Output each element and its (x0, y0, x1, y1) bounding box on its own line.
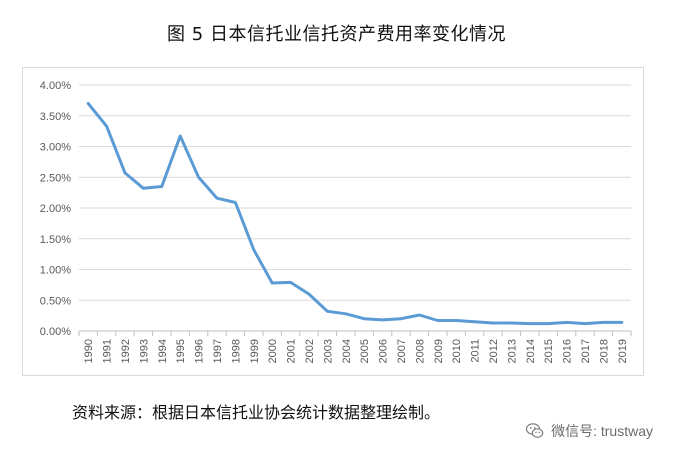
watermark: 微信号: trustway (525, 421, 653, 441)
x-tick-label: 1996 (194, 339, 206, 363)
data-point (124, 171, 127, 174)
data-point (105, 125, 108, 128)
x-tick-label: 1992 (120, 339, 132, 363)
data-point (197, 176, 200, 179)
x-tick-label: 2002 (304, 339, 316, 363)
x-tick-label: 2007 (396, 339, 408, 363)
data-point (142, 187, 145, 190)
y-tick-label: 4.00% (40, 80, 71, 92)
x-tick-label: 1993 (138, 339, 150, 363)
y-tick-label: 3.00% (40, 142, 71, 154)
x-tick-label: 2006 (378, 339, 390, 363)
watermark-text: 微信号: trustway (551, 423, 653, 439)
data-point (400, 317, 403, 320)
chart-title: 图 5 日本信托业信托资产费用率变化情况 (167, 24, 506, 45)
data-point (418, 314, 421, 317)
x-tick-label: 2000 (267, 339, 279, 363)
x-tick-label: 2011 (470, 339, 482, 363)
data-point (528, 322, 531, 325)
data-point (565, 321, 568, 324)
data-point (436, 319, 439, 322)
data-point (87, 102, 90, 105)
x-tick-label: 1990 (83, 339, 95, 363)
data-point (473, 320, 476, 323)
x-tick-label: 2019 (617, 339, 629, 363)
chart-frame: 0.00% 0.50% 1.00% 1.50% 2.00% 2.50% 3.00% 3.50%… (22, 67, 644, 376)
x-tick-label: 1997 (212, 339, 224, 363)
y-tick-label: 0.50% (40, 295, 71, 307)
x-tick-label: 2008 (414, 339, 426, 363)
wechat-icon (525, 421, 545, 441)
x-tick-label: 2017 (580, 339, 592, 363)
y-tick-label: 2.50% (40, 172, 71, 184)
x-tick-label: 2005 (359, 339, 371, 363)
data-point (160, 185, 163, 188)
data-point (620, 321, 623, 324)
data-point (584, 322, 587, 325)
x-tick-label: 2013 (506, 339, 518, 363)
x-tick-label: 2016 (562, 339, 574, 363)
line-chart: 0.00% 0.50% 1.00% 1.50% 2.00% 2.50% 3.00% 3.50%… (40, 80, 632, 363)
y-tick-label: 2.00% (40, 203, 71, 215)
data-point (271, 282, 274, 285)
x-tick-label: 2018 (598, 339, 610, 363)
y-tick-label: 1.00% (40, 265, 71, 277)
x-tick-label: 2003 (322, 339, 334, 363)
series-line (86, 102, 624, 326)
data-point (381, 318, 384, 321)
y-tick-label: 3.50% (40, 111, 71, 123)
x-tick-label: 2012 (488, 339, 500, 363)
y-tick-label: 1.50% (40, 234, 71, 246)
x-tick-label: 1995 (175, 339, 187, 363)
x-tick-label: 2014 (525, 339, 537, 363)
data-point (234, 201, 237, 204)
data-point (510, 322, 513, 325)
data-point (602, 321, 605, 324)
x-tick-label: 2010 (451, 339, 463, 363)
data-point (492, 322, 495, 325)
data-point (308, 293, 311, 296)
x-tick-label: 1999 (249, 339, 261, 363)
source-note: 资料来源：根据日本信托业协会统计数据整理绘制。 (72, 403, 441, 422)
x-tick-label: 2001 (286, 339, 298, 363)
data-point (344, 312, 347, 315)
x-tick-label: 1994 (157, 339, 169, 363)
y-tick-label: 0.00% (40, 326, 71, 338)
data-point (289, 281, 292, 284)
data-point (216, 197, 219, 200)
data-point (363, 317, 366, 320)
data-point (547, 322, 550, 325)
x-tick-label: 2004 (341, 339, 353, 363)
data-point (455, 319, 458, 322)
x-tick-label: 1991 (102, 339, 114, 363)
x-tick-label: 1998 (230, 339, 242, 363)
data-point (326, 310, 329, 313)
data-point (252, 248, 255, 251)
data-point (179, 135, 182, 138)
x-tick-label: 2015 (543, 339, 555, 363)
x-tick-label: 2009 (433, 339, 445, 363)
